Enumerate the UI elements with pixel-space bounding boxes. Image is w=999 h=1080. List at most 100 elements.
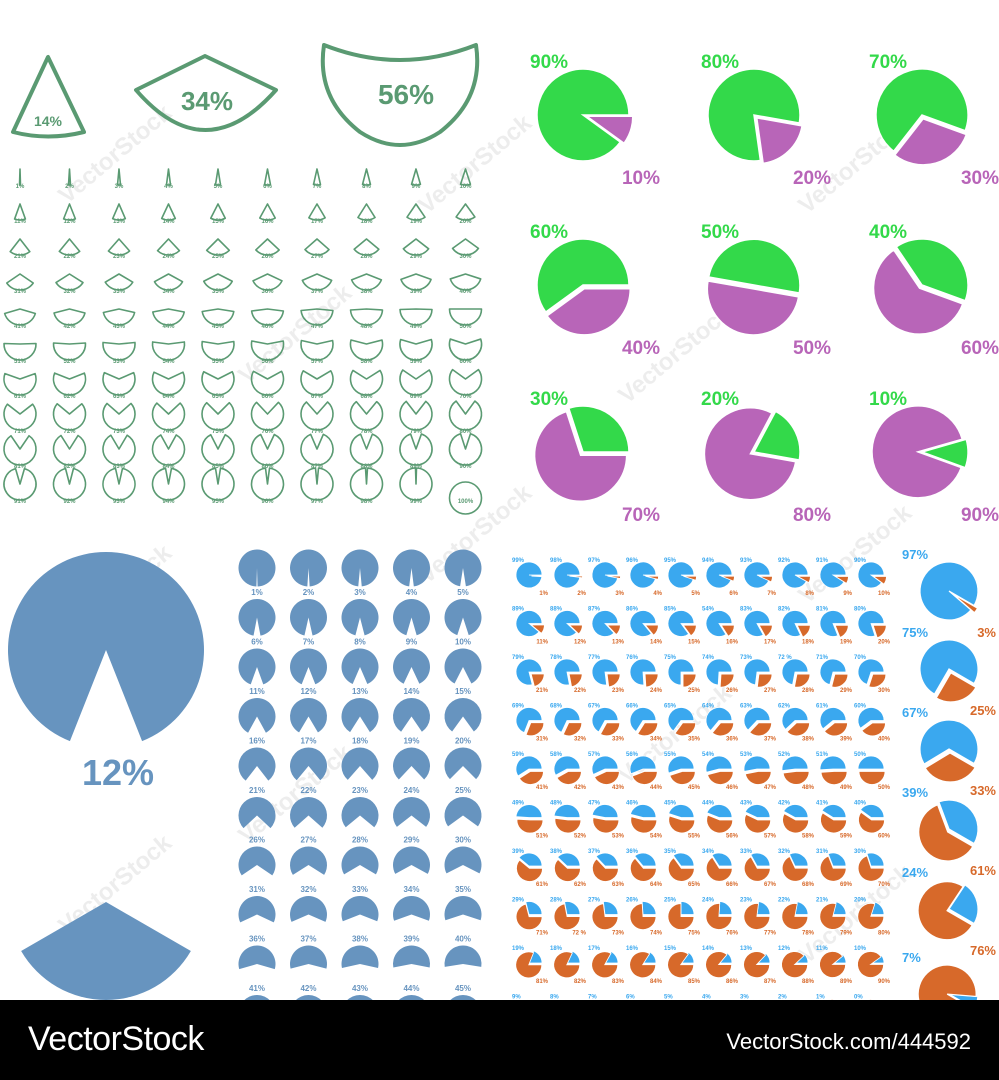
outline-sector — [111, 203, 127, 221]
orange-slice — [568, 673, 583, 688]
blue-value-label: 75% — [664, 655, 677, 661]
orange-slice — [631, 771, 658, 785]
outline-sector — [300, 433, 334, 466]
outline-sector-label: 46% — [261, 324, 274, 330]
cutout-pie — [290, 945, 327, 969]
blue-value-label: 68% — [550, 704, 563, 710]
orange-slice — [525, 722, 545, 737]
orange-value-label: 19% — [840, 640, 853, 646]
magenta-value-label: 60% — [961, 338, 999, 359]
orange-slice — [857, 951, 884, 978]
blue-value-label: 25% — [664, 898, 677, 904]
outline-sector — [104, 273, 134, 291]
orange-slice — [562, 722, 583, 737]
outline-sector — [349, 308, 384, 326]
orange-slice — [781, 855, 809, 882]
outline-sector — [67, 168, 72, 186]
blue-slice — [857, 707, 885, 729]
large-orange-slice — [952, 593, 979, 614]
blue-slice — [794, 901, 809, 915]
blue-slice — [641, 901, 657, 915]
blue-slice — [629, 658, 657, 686]
blue-slice — [515, 610, 543, 637]
orange-slice — [819, 951, 846, 978]
outline-sector — [3, 434, 37, 466]
blue-slice — [556, 852, 581, 867]
outline-sector-label: 13% — [113, 219, 126, 225]
blue-value-label: 65% — [664, 704, 677, 710]
blue-value-label: 69% — [512, 704, 525, 710]
orange-slice — [743, 951, 771, 978]
outline-sector-label: 62% — [63, 394, 76, 400]
blue-value-label: 95% — [664, 558, 677, 564]
orange-value-label: 41% — [536, 785, 549, 791]
blue-value-label: 44% — [702, 801, 715, 807]
orange-value-label: 36% — [726, 737, 739, 743]
orange-value-label: 56% — [726, 834, 739, 840]
blue-slice — [743, 561, 771, 589]
orange-slice — [674, 722, 697, 737]
blue-value-label: 52% — [778, 752, 791, 758]
orange-slice — [644, 673, 659, 688]
orange-value-label: 1% — [539, 591, 548, 597]
outline-sector — [250, 401, 285, 431]
orange-slice — [858, 811, 885, 834]
orange-value-label: 30% — [878, 688, 891, 694]
outline-sector — [9, 238, 31, 256]
blue-slice — [718, 901, 733, 915]
outline-sector — [349, 400, 384, 431]
orange-value-label: 34% — [650, 737, 663, 743]
outline-sector — [201, 370, 235, 396]
outline-sector-label: 22% — [63, 254, 76, 260]
orange-slice — [820, 812, 847, 834]
blue-slice — [859, 804, 885, 818]
orange-value-label: 83% — [612, 979, 625, 985]
orange-slice — [794, 673, 811, 688]
outline-sector — [102, 308, 136, 326]
cutout-pie-label: 37% — [300, 935, 316, 944]
orange-slice — [530, 673, 545, 687]
green-slice — [895, 238, 969, 302]
blue-slice — [819, 755, 847, 771]
blue-value-label: 32% — [778, 849, 791, 855]
outline-sector — [448, 368, 483, 396]
orange-value-label: 11% — [536, 640, 548, 646]
outline-sector-label: 20% — [459, 219, 472, 225]
outline-sector-label: 89% — [410, 464, 423, 470]
orange-value-label: 45% — [688, 785, 701, 791]
cutout-pie — [238, 648, 276, 685]
orange-value-label: 75% — [688, 931, 701, 937]
orange-value-label: 80% — [878, 931, 891, 937]
blue-slice — [667, 610, 695, 637]
outline-sector — [300, 467, 334, 501]
magenta-value-label: 90% — [961, 505, 999, 526]
orange-value-label: 24% — [650, 688, 663, 694]
outline-sector-label: 82% — [63, 464, 76, 470]
outline-sector-label: 36% — [261, 289, 274, 295]
orange-slice — [553, 903, 581, 931]
blue-value-label: 23% — [740, 898, 753, 904]
blue-value-label: 30% — [854, 849, 867, 855]
cutout-pie — [238, 896, 276, 923]
cutout-pie — [290, 796, 327, 828]
orange-value-label: 79% — [840, 931, 853, 937]
outline-sector — [353, 238, 380, 256]
cutout-pie — [289, 747, 327, 781]
cutout-pie-label: 32% — [300, 885, 316, 894]
orange-slice — [606, 673, 621, 688]
orange-slice — [516, 818, 544, 834]
outline-sector — [201, 467, 235, 501]
blue-slice — [781, 755, 809, 772]
orange-value-label: 87% — [764, 979, 777, 985]
blue-value-label: 73% — [740, 655, 753, 661]
orange-value-label: 4% — [653, 591, 662, 597]
orange-value-label: 72 % — [572, 931, 586, 937]
blue-slice — [515, 804, 543, 818]
blue-slice — [819, 561, 847, 589]
orange-slice — [749, 722, 773, 737]
outline-sector-label: 85% — [212, 464, 225, 470]
orange-slice — [644, 624, 659, 636]
blue-value-label: 43% — [740, 801, 753, 807]
watermark-text: VectorStock — [53, 99, 177, 209]
